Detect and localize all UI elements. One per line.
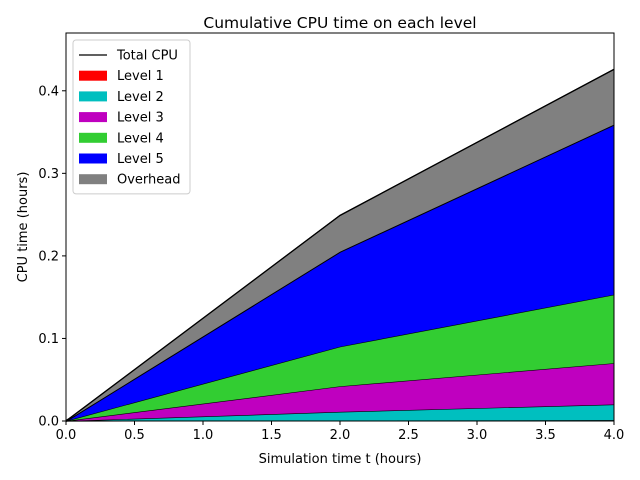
area-layers	[65, 68, 615, 422]
legend-label: Level 5	[117, 152, 164, 167]
legend: Total CPU Level 1 Level 2 Level 3 Level 4 Lev…	[72, 39, 191, 195]
legend-swatch-level-2	[79, 91, 107, 102]
x-tick-label: 2.0	[330, 428, 351, 443]
x-axis-label: Simulation time t (hours)	[259, 452, 422, 467]
y-tick-label: 0.2	[38, 249, 59, 264]
legend-swatch-level-3	[79, 112, 107, 123]
total-cpu-line	[65, 68, 615, 422]
legend-label: Overhead	[117, 173, 181, 188]
area-level-3	[66, 363, 614, 421]
legend-swatch-level-1	[79, 70, 107, 81]
y-tick-label: 0.3	[38, 167, 59, 182]
legend-label: Level 2	[117, 90, 164, 105]
x-tick-label: 3.5	[535, 428, 556, 443]
legend-label: Level 4	[117, 131, 164, 146]
legend-swatch-level-5	[79, 153, 107, 164]
legend-label: Level 1	[117, 69, 164, 84]
x-tick-label: 0.5	[124, 428, 145, 443]
chart-title: Cumulative CPU time on each level	[203, 14, 476, 32]
x-tick-label: 0.0	[56, 428, 77, 443]
legend-swatch-overhead	[79, 174, 107, 185]
x-tick-label: 1.0	[193, 428, 214, 443]
x-axis-ticks: 0.0 0.5 1.0 1.5 2.0 2.5 3.0 3.5 4.0	[56, 421, 625, 443]
y-tick-label: 0.1	[38, 332, 59, 347]
y-tick-label: 0.0	[38, 415, 59, 430]
x-tick-label: 3.0	[467, 428, 488, 443]
legend-label: Level 3	[117, 111, 164, 126]
area-overhead	[66, 69, 614, 421]
x-tick-label: 2.5	[398, 428, 419, 443]
plot-frame	[65, 32, 615, 422]
area-level-5	[66, 124, 614, 421]
y-axis-ticks: 0.0 0.1 0.2 0.3 0.4	[38, 84, 66, 430]
area-level-4	[66, 294, 614, 421]
y-tick-label: 0.4	[38, 84, 59, 99]
legend-label: Total CPU	[116, 49, 178, 64]
x-tick-label: 4.0	[604, 428, 625, 443]
x-tick-label: 1.5	[261, 428, 282, 443]
y-axis-label: CPU time (hours)	[16, 172, 31, 283]
legend-swatch-level-4	[79, 132, 107, 143]
